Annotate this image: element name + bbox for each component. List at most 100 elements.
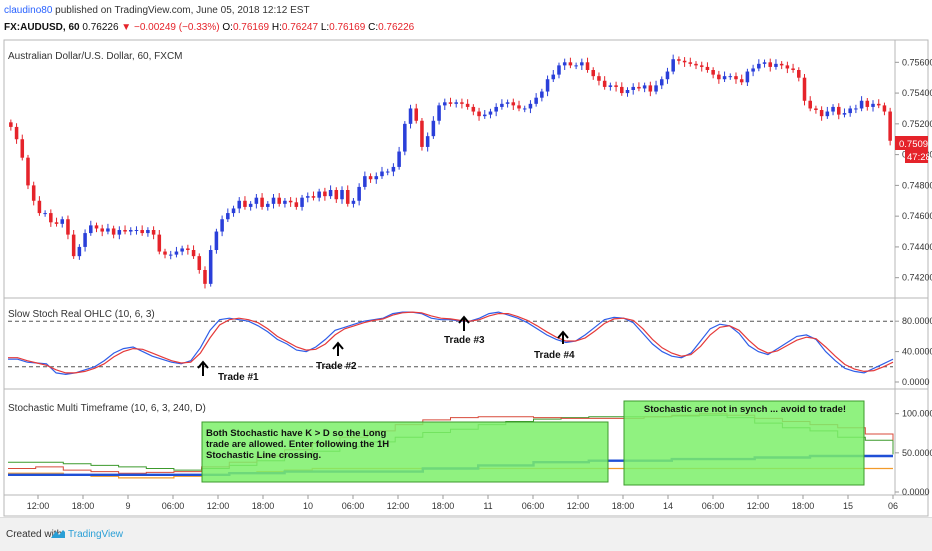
stoch-pane[interactable]: 80.0000 40.0000 0.0000 bbox=[8, 311, 932, 387]
candle-body bbox=[374, 176, 379, 180]
candle-body bbox=[197, 256, 202, 270]
candle-body bbox=[836, 106, 841, 115]
stoch-series-line bbox=[8, 311, 894, 376]
time-axis[interactable]: 12:00 18:00 9 06:00 12:00 18:00 10 06:00 12:00 18… bbox=[27, 495, 898, 511]
price-tick-label: 0.74600 bbox=[902, 211, 932, 221]
candle-body bbox=[785, 65, 790, 69]
trade-label-2: Trade #2 bbox=[316, 361, 357, 372]
up-arrow-icon bbox=[557, 330, 569, 344]
candle-body bbox=[482, 114, 487, 117]
candle-body bbox=[420, 120, 424, 147]
candle-body bbox=[762, 62, 767, 64]
last-price-label: 0.75093 bbox=[899, 139, 932, 150]
candle-body bbox=[283, 200, 287, 204]
candle-body bbox=[745, 71, 750, 83]
time-tick-label: 15 bbox=[843, 501, 853, 511]
chart-canvas[interactable]: 0.756000.754000.752000.750000.748000.746… bbox=[0, 38, 932, 517]
candle-body bbox=[545, 79, 550, 92]
candle-body bbox=[659, 79, 664, 86]
candle-body bbox=[876, 103, 881, 106]
candle-body bbox=[77, 246, 82, 257]
candle-body bbox=[591, 70, 596, 77]
candle-body bbox=[345, 190, 350, 204]
time-tick-label: 12:00 bbox=[567, 501, 590, 511]
candle-body bbox=[677, 59, 681, 61]
candle-body bbox=[214, 231, 219, 250]
candle-body bbox=[31, 185, 36, 201]
long-allowed-note-container: Both Stochastic have K > D so the Long t… bbox=[206, 428, 389, 461]
candle-body bbox=[711, 70, 715, 75]
candle-body bbox=[20, 139, 25, 158]
candle-body bbox=[294, 202, 299, 207]
candle-body bbox=[705, 66, 710, 70]
candle-body bbox=[454, 102, 458, 104]
candle-body bbox=[83, 233, 87, 247]
candle-body bbox=[654, 85, 658, 92]
candle-body bbox=[260, 197, 264, 207]
candle-body bbox=[317, 191, 321, 198]
published-text: published on TradingView.com, June 05, 2… bbox=[55, 5, 310, 16]
author-link[interactable]: claudino80 bbox=[4, 5, 53, 16]
candle-body bbox=[631, 86, 635, 90]
candle-body bbox=[100, 228, 104, 232]
price-tick-label: 0.74400 bbox=[902, 242, 932, 252]
candle-body bbox=[517, 105, 521, 109]
candle-body bbox=[688, 62, 693, 64]
candle-body bbox=[208, 250, 213, 284]
high-value: 0.76247 bbox=[281, 22, 319, 33]
candle-body bbox=[334, 190, 339, 200]
tradingview-logo-icon[interactable] bbox=[50, 528, 66, 540]
candle-body bbox=[540, 91, 544, 98]
candle-body bbox=[848, 108, 852, 114]
candle-body bbox=[186, 248, 190, 250]
candle-body bbox=[888, 111, 892, 141]
time-tick-label: 10 bbox=[303, 501, 313, 511]
time-tick-label: 18:00 bbox=[612, 501, 635, 511]
low-value: 0.76169 bbox=[329, 22, 366, 33]
candle-body bbox=[380, 171, 384, 177]
candle-body bbox=[323, 191, 327, 197]
candle-body bbox=[728, 76, 733, 78]
candle-body bbox=[220, 219, 224, 232]
chart-header: claudino80 published on TradingView.com,… bbox=[0, 0, 932, 38]
candle-body bbox=[431, 120, 436, 137]
candle-body bbox=[134, 230, 139, 231]
candle-body bbox=[271, 197, 276, 204]
candle-body bbox=[819, 110, 824, 117]
ohlc-line: FX:AUDUSD, 60 0.76226 ▼ −0.00249 (−0.33%… bbox=[4, 22, 414, 33]
candle-body bbox=[408, 108, 413, 124]
candle-body bbox=[43, 213, 47, 215]
candle-body bbox=[522, 108, 527, 110]
time-tick-label: 18:00 bbox=[252, 501, 275, 511]
candle-body bbox=[300, 197, 304, 207]
candle-body bbox=[500, 103, 504, 107]
stoch-tick-label: 80.0000 bbox=[902, 316, 932, 326]
last-value: 0.76226 bbox=[82, 22, 119, 33]
candle-body bbox=[111, 228, 116, 235]
candle-body bbox=[89, 225, 93, 234]
candle-body bbox=[254, 197, 259, 204]
candle-body bbox=[671, 59, 675, 72]
candle-body bbox=[248, 203, 253, 207]
tradingview-brand[interactable]: TradingView bbox=[68, 529, 124, 540]
trade-label-3: Trade #3 bbox=[444, 335, 485, 346]
candle-body bbox=[625, 90, 630, 94]
candle-body bbox=[168, 254, 173, 256]
up-arrow-icon bbox=[332, 341, 344, 356]
candle-body bbox=[682, 60, 687, 63]
time-tick-label: 12:00 bbox=[207, 501, 230, 511]
candle-body bbox=[608, 85, 613, 87]
time-tick-label: 06:00 bbox=[522, 501, 545, 511]
candle-body bbox=[66, 219, 70, 235]
candle-body bbox=[854, 108, 858, 110]
publish-line: claudino80 published on TradingView.com,… bbox=[4, 5, 310, 16]
candle-body bbox=[562, 62, 567, 66]
trade-label-4: Trade #4 bbox=[534, 350, 575, 361]
candle-body bbox=[414, 108, 419, 121]
candle-body bbox=[157, 234, 162, 252]
countdown-label: 47:28 bbox=[907, 152, 931, 163]
candle-body bbox=[791, 68, 795, 70]
open-label: O: bbox=[222, 22, 233, 33]
candle-body bbox=[391, 166, 396, 172]
candle-body bbox=[597, 76, 601, 81]
